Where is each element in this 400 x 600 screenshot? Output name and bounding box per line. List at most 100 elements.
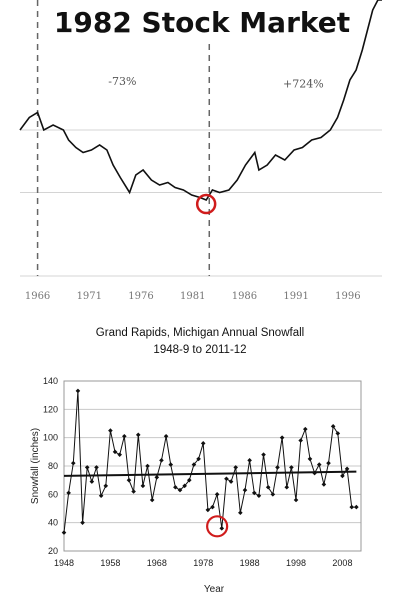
snowfall-data-point: [135, 432, 141, 438]
snowfall-data-point: [270, 492, 276, 497]
snowfall-data-point: [354, 504, 359, 510]
stock-chart-title: 1982 Stock Market: [54, 6, 350, 39]
snowfall-data-point: [238, 510, 243, 516]
snowfall-data-point: [210, 504, 215, 510]
snowfall-data-point: [247, 458, 252, 463]
snowfall-data-point: [108, 428, 113, 433]
snowfall-data-point: [340, 473, 345, 479]
snowfall-x-tick-label: 1978: [193, 558, 213, 568]
snowfall-data-point: [89, 479, 95, 484]
snowfall-series-line: [63, 390, 357, 533]
snowfall-y-tick-label: 60: [48, 489, 58, 499]
snowfall-chart-subtitle: 1948-9 to 2011-12: [153, 344, 246, 356]
snowfall-data-point: [173, 484, 178, 490]
snowfall-data-point: [279, 435, 285, 440]
snowfall-x-tick-label: 2008: [332, 558, 352, 568]
snowfall-plot-frame: [63, 380, 362, 552]
snowfall-highlight-circle: [206, 515, 229, 538]
snowfall-data-point: [61, 530, 67, 535]
snowfall-data-point: [117, 452, 122, 457]
snowfall-data-point: [191, 462, 197, 467]
snowfall-data-point: [159, 458, 164, 463]
snowfall-data-point: [284, 484, 290, 490]
snowfall-data-point: [228, 479, 234, 484]
snowfall-data-point: [330, 424, 336, 429]
snowfall-data-point: [84, 465, 90, 470]
snowfall-data-point: [112, 449, 118, 455]
stock-chart: 1982 Stock Market -73% +724% 1966 1971 1…: [19, 0, 382, 302]
snowfall-data-point: [70, 460, 76, 466]
stock-x-tick-label: 1981: [180, 291, 205, 302]
snowfall-data-point: [214, 492, 220, 497]
snowfall-chart-title: Grand Rapids, Michigan Annual Snowfall: [96, 327, 304, 339]
snowfall-data-point: [177, 487, 183, 493]
stock-annotation-decline: -73%: [108, 75, 136, 88]
snowfall-data-point: [251, 490, 257, 496]
snowfall-data-point: [140, 483, 146, 489]
snowfall-data-point: [145, 463, 150, 469]
snowfall-data-point: [186, 477, 192, 483]
stock-plot-background: [20, 0, 382, 283]
snowfall-data-points: [61, 388, 359, 535]
snowfall-x-tick-label: 1988: [240, 558, 260, 568]
stock-annotation-gain: +724%: [283, 78, 324, 91]
snowfall-data-point: [349, 504, 355, 510]
snowfall-data-point: [154, 475, 160, 480]
stock-x-tick-label: 1966: [25, 291, 50, 302]
snowfall-data-point: [131, 489, 136, 494]
stock-title-backdrop: [60, 0, 340, 42]
snowfall-y-tick-label: 40: [48, 518, 58, 528]
snowfall-data-point: [200, 441, 206, 446]
snowfall-data-point: [233, 465, 239, 470]
stock-highlight-circle: [195, 193, 217, 215]
snowfall-data-point: [303, 426, 308, 432]
stock-x-tick-label: 1971: [77, 291, 102, 302]
snowfall-data-point: [103, 483, 109, 489]
snowfall-data-point: [298, 438, 303, 443]
snowfall-y-tick-label: 100: [43, 433, 58, 443]
snowfall-y-tick-label: 20: [48, 546, 58, 556]
snowfall-data-point: [256, 493, 262, 499]
snowfall-data-point: [224, 476, 229, 482]
snowfall-data-point: [265, 484, 271, 490]
snowfall-data-point: [122, 433, 127, 439]
snowfall-data-point: [344, 466, 350, 472]
snowfall-x-tick-labels: 1948 1958 1968 1978 1988 1998 2008: [54, 558, 352, 568]
snowfall-data-point: [219, 526, 225, 531]
snowfall-x-axis-label: Year: [204, 584, 225, 595]
snowfall-y-axis-label: Snowfall (inches): [30, 428, 41, 504]
snowfall-x-tick-label: 1958: [100, 558, 120, 568]
snowfall-data-point: [312, 470, 317, 476]
snowfall-data-point: [321, 482, 327, 487]
stock-x-tick-label: 1991: [283, 291, 308, 302]
snowfall-data-point: [326, 460, 331, 466]
stock-x-tick-label: 1976: [128, 291, 153, 302]
snowfall-data-point: [149, 497, 155, 503]
stock-vertical-markers: [36, 0, 211, 276]
snowfall-data-point: [261, 452, 266, 457]
snowfall-data-point: [98, 493, 104, 499]
snowfall-data-point: [66, 490, 71, 496]
snowfall-y-tick-label: 120: [43, 404, 58, 414]
snowfall-data-point: [182, 483, 187, 489]
snowfall-data-point: [205, 507, 211, 513]
snowfall-y-tick-label: 80: [48, 461, 58, 471]
snowfall-data-point: [307, 456, 313, 462]
stock-series-line: [19, 0, 382, 201]
snowfall-data-point: [168, 462, 174, 467]
snowfall-data-point: [75, 388, 81, 394]
stock-x-tick-labels: 1966 1971 1976 1981 1986 1991 1996: [25, 291, 361, 302]
snowfall-gridlines: [64, 380, 361, 552]
snowfall-x-tick-label: 1968: [147, 558, 167, 568]
snowfall-data-point: [163, 433, 169, 439]
snowfall-data-point: [275, 465, 280, 470]
snowfall-data-point: [316, 462, 322, 467]
snowfall-data-point: [94, 465, 99, 470]
snowfall-data-point: [196, 456, 201, 462]
stock-gridlines: [20, 129, 382, 277]
snowfall-data-point: [335, 431, 341, 436]
snowfall-data-point: [242, 487, 248, 493]
snowfall-data-point: [126, 477, 132, 483]
snowfall-y-tick-labels: 20 40 60 80 100 120 140: [43, 376, 58, 556]
